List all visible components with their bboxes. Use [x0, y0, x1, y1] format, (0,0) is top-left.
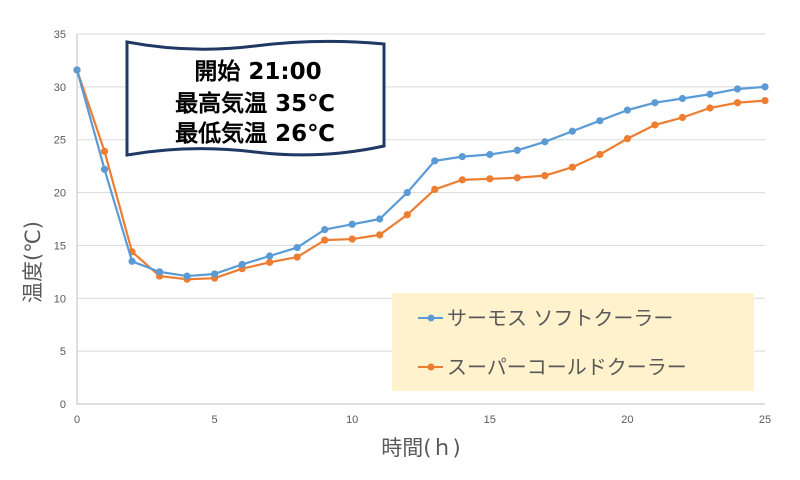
- data-point-marker: [100, 165, 109, 173]
- annotation-line-2: 最高気温 35℃: [175, 90, 335, 117]
- legend-label-thermos: サーモス ソフトクーラー: [447, 306, 673, 330]
- data-point-marker: [348, 235, 356, 243]
- y-tick-label: 0: [60, 399, 66, 411]
- data-point-marker: [266, 258, 274, 266]
- y-axis-title: 温度(℃): [21, 221, 45, 303]
- x-tick-label: 10: [346, 414, 358, 426]
- annotation-banner: 開始 21:00 最高気温 35℃ 最低気温 26℃: [125, 39, 386, 157]
- data-point-marker: [568, 163, 576, 171]
- annotation-line-3: 最低気温 26℃: [175, 120, 335, 147]
- series-polyline: [75, 69, 766, 281]
- annotation-line-1: 開始 21:00: [194, 58, 321, 85]
- legend-marker-blue-icon: [427, 314, 435, 322]
- data-point-marker: [733, 99, 742, 107]
- legend-label-supercold: スーパーコールドクーラー: [447, 355, 687, 379]
- y-tick-label: 20: [54, 188, 66, 200]
- legend-background: [392, 293, 754, 391]
- legend-marker-orange-icon: [427, 363, 435, 371]
- data-point-marker: [293, 253, 301, 261]
- x-tick-label: 0: [74, 414, 80, 426]
- data-point-marker: [706, 104, 714, 112]
- legend-item-supercold: スーパーコールドクーラー: [418, 355, 687, 379]
- data-point-marker: [706, 90, 714, 98]
- data-point-marker: [541, 172, 549, 180]
- series-polyline: [75, 69, 766, 278]
- data-point-marker: [183, 272, 191, 280]
- y-tick-label: 35: [54, 29, 66, 41]
- x-axis-title: 時間(ｈ): [381, 436, 460, 460]
- legend: サーモス ソフトクーラー スーパーコールドクーラー: [392, 293, 754, 391]
- x-tick-label: 15: [484, 414, 496, 426]
- y-axis-ticks: 0 5 10 15 20 25 30 35: [54, 29, 66, 411]
- data-point-marker: [128, 257, 136, 265]
- x-tick-label: 20: [621, 414, 633, 426]
- data-point-marker: [376, 231, 384, 239]
- data-point-marker: [458, 153, 466, 161]
- data-point-marker: [238, 260, 246, 269]
- data-point-marker: [321, 225, 329, 234]
- data-point-marker: [293, 243, 301, 252]
- data-point-marker: [348, 220, 356, 228]
- data-point-marker: [431, 157, 439, 165]
- data-point-marker: [100, 147, 109, 155]
- data-point-marker: [486, 150, 494, 159]
- data-point-marker: [403, 188, 411, 197]
- data-point-marker: [486, 175, 494, 183]
- data-point-marker: [623, 135, 632, 143]
- x-axis-ticks: 0 5 10 15 20 25: [74, 414, 771, 426]
- wave-banner-shape: [125, 39, 386, 157]
- data-point-marker: [568, 127, 576, 135]
- data-point-marker: [678, 113, 687, 122]
- data-point-marker: [73, 66, 81, 74]
- data-point-marker: [651, 121, 659, 129]
- data-point-marker: [596, 150, 604, 159]
- y-tick-label: 15: [54, 240, 66, 252]
- data-point-marker: [541, 138, 549, 146]
- data-point-marker: [733, 85, 742, 93]
- y-tick-label: 10: [54, 293, 66, 305]
- data-point-marker: [678, 94, 687, 103]
- legend-item-thermos: サーモス ソフトクーラー: [418, 306, 673, 330]
- x-tick-label: 25: [759, 414, 771, 426]
- data-point-marker: [458, 176, 466, 184]
- data-point-marker: [403, 211, 411, 219]
- data-point-marker: [513, 174, 521, 182]
- data-series: [73, 66, 769, 283]
- axes: [76, 34, 765, 405]
- y-tick-label: 5: [60, 346, 66, 358]
- data-point-marker: [623, 106, 632, 114]
- data-point-marker: [651, 99, 659, 107]
- data-point-marker: [761, 97, 769, 105]
- data-point-marker: [431, 185, 439, 193]
- data-point-marker: [266, 252, 274, 260]
- data-point-marker: [211, 270, 219, 278]
- data-point-marker: [321, 236, 329, 244]
- data-point-marker: [761, 83, 769, 91]
- series-line: [73, 66, 769, 280]
- data-point-marker: [513, 146, 521, 154]
- data-point-marker: [155, 268, 164, 276]
- y-tick-label: 25: [54, 135, 66, 147]
- x-tick-label: 5: [212, 414, 218, 426]
- data-point-marker: [376, 215, 384, 223]
- data-point-marker: [596, 117, 604, 125]
- y-tick-label: 30: [54, 82, 66, 94]
